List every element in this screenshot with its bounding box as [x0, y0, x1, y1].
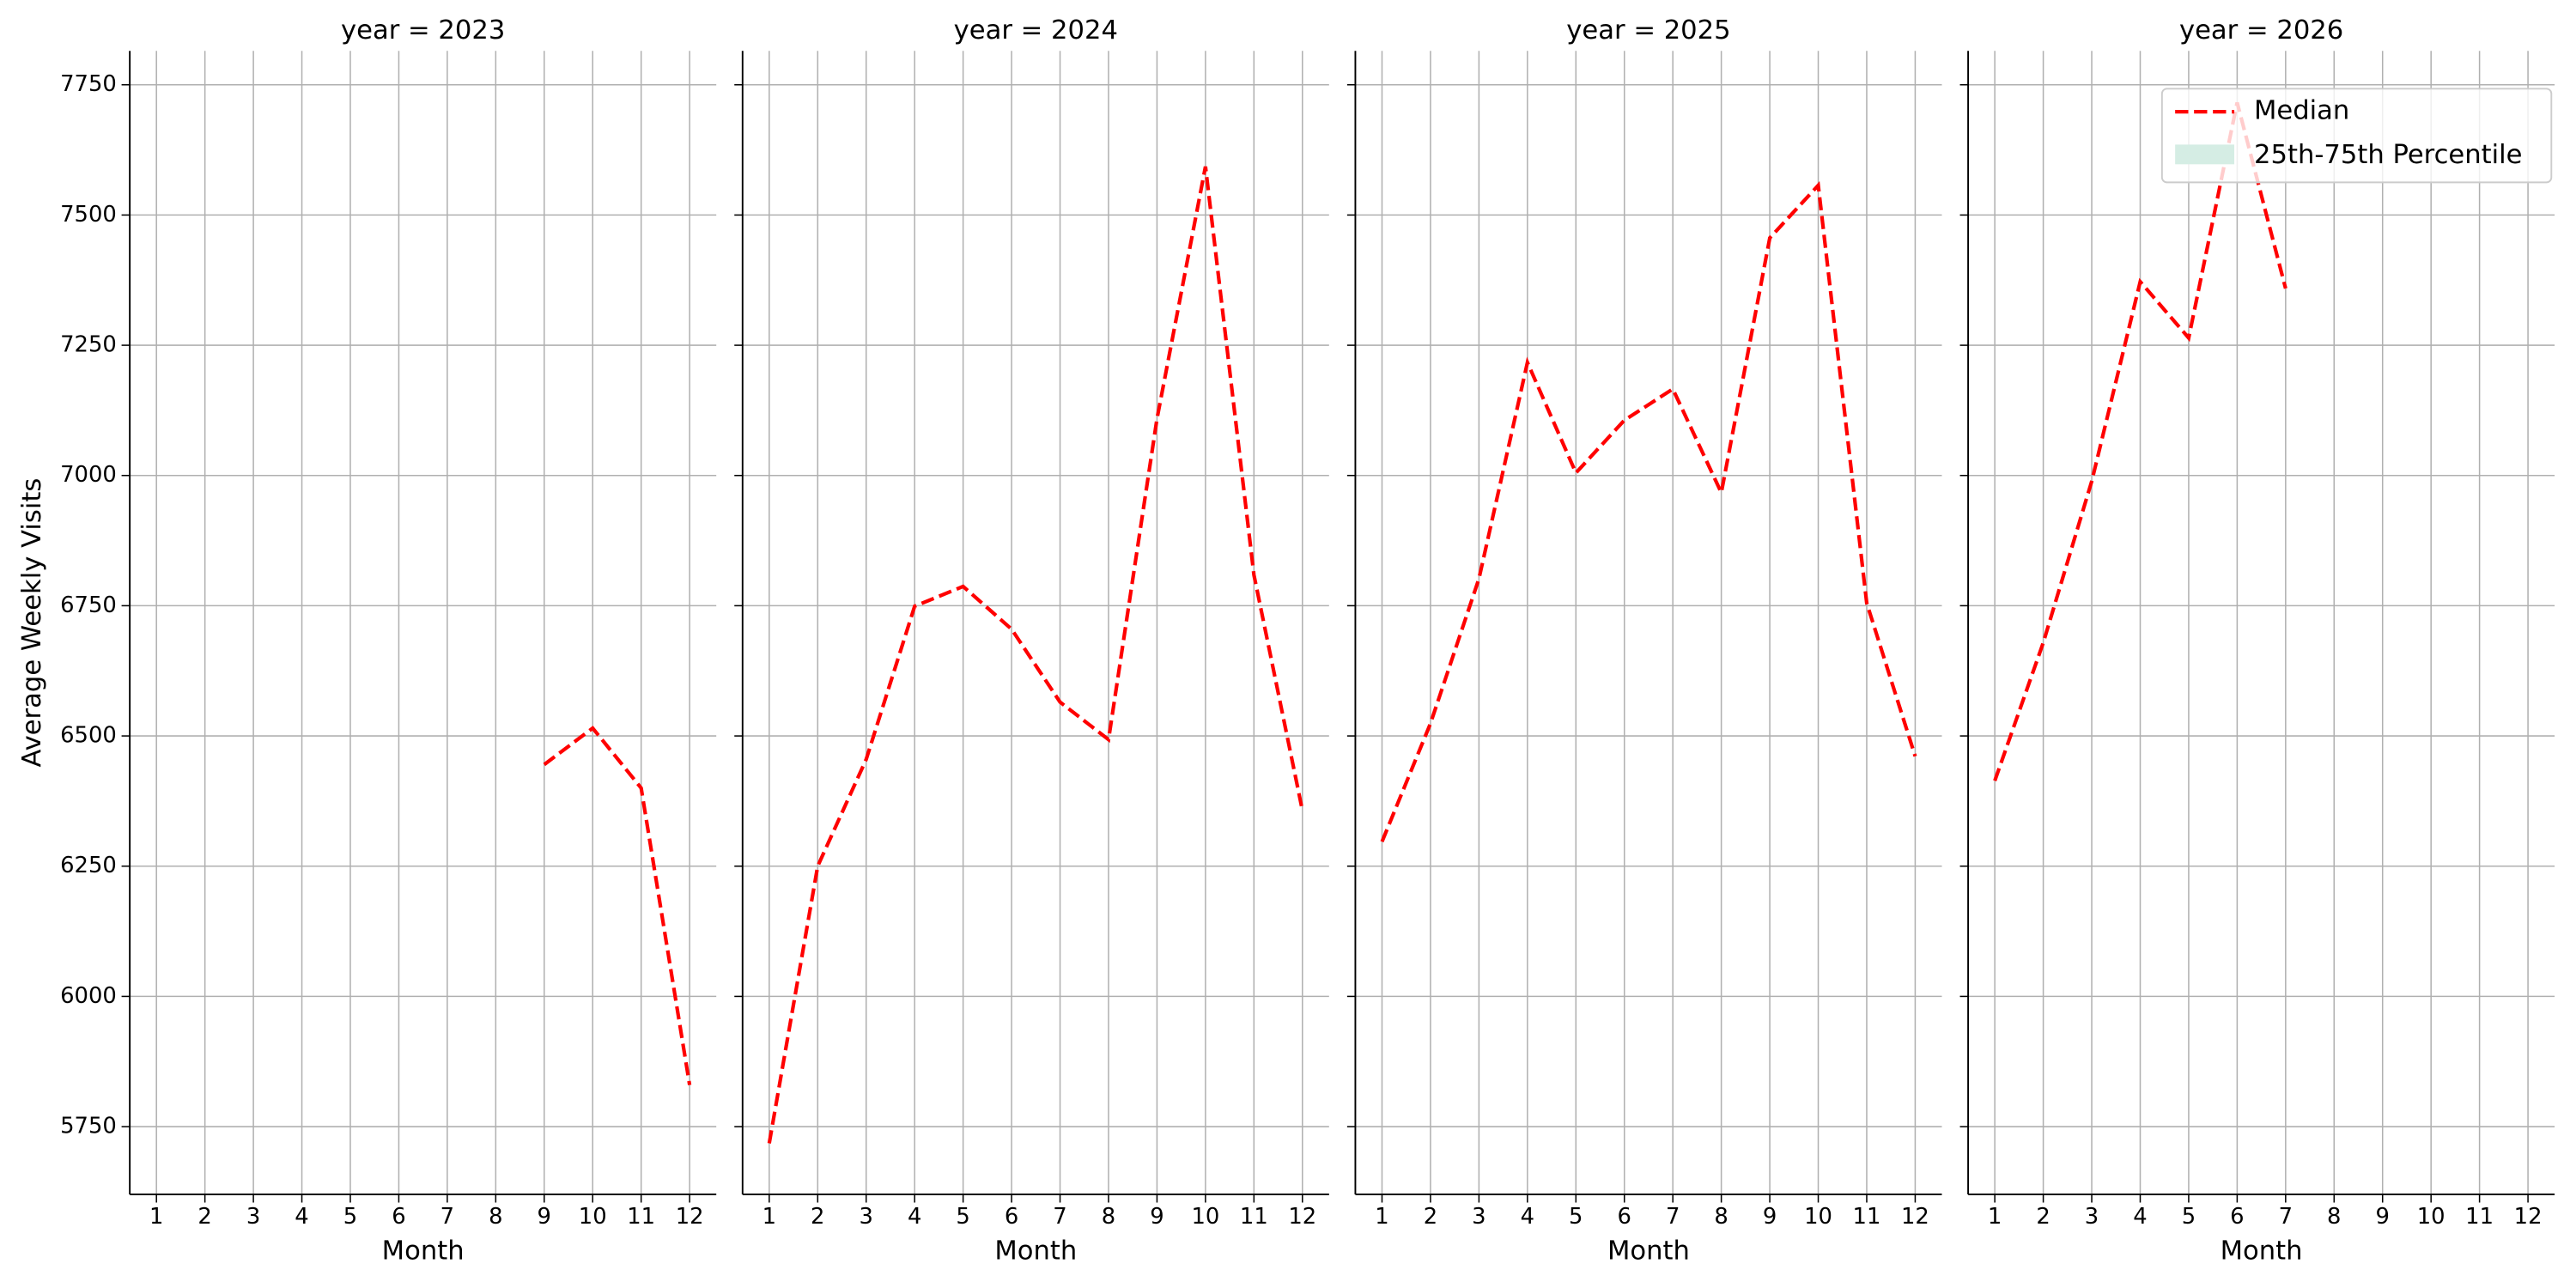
- x-tick-label: 1: [1375, 1204, 1388, 1230]
- legend-swatch: [2175, 144, 2235, 165]
- x-tick-label: 5: [2182, 1204, 2196, 1230]
- median-line: [543, 726, 692, 1085]
- x-axis-label: Month: [382, 1236, 465, 1266]
- x-tick-label: 12: [1288, 1204, 1316, 1230]
- x-tick-label: 11: [1240, 1204, 1268, 1230]
- x-tick-label: 12: [676, 1204, 704, 1230]
- x-tick-label: 1: [762, 1204, 776, 1230]
- x-tick-label: 9: [2376, 1204, 2390, 1230]
- legend-box: [2160, 88, 2553, 184]
- x-tick-label: 5: [343, 1204, 357, 1230]
- y-tick-label: 6500: [60, 723, 117, 749]
- x-tick-label: 5: [956, 1204, 969, 1230]
- x-tick-label: 12: [1901, 1204, 1929, 1230]
- panel-title: year = 2026: [2179, 15, 2343, 46]
- x-tick-label: 11: [2465, 1204, 2494, 1230]
- x-tick-label: 8: [1102, 1204, 1115, 1230]
- x-tick-label: 3: [860, 1204, 873, 1230]
- x-tick-label: 4: [295, 1204, 308, 1230]
- x-tick-label: 2: [1424, 1204, 1437, 1230]
- x-tick-label: 2: [811, 1204, 824, 1230]
- x-tick-label: 3: [1472, 1204, 1485, 1230]
- x-tick-label: 10: [1191, 1204, 1219, 1230]
- x-tick-label: 3: [2085, 1204, 2099, 1230]
- x-tick-label: 4: [1521, 1204, 1534, 1230]
- x-tick-label: 11: [627, 1204, 655, 1230]
- y-tick-label: 7500: [60, 202, 117, 228]
- y-tick-label: 7000: [60, 462, 117, 488]
- x-tick-label: 7: [1053, 1204, 1066, 1230]
- y-tick-label: 7250: [60, 332, 117, 358]
- legend-label: 25th-75th Percentile: [2254, 140, 2523, 170]
- y-tick-label: 6000: [60, 983, 117, 1009]
- y-tick-label: 6250: [60, 853, 117, 878]
- x-tick-label: 7: [2279, 1204, 2293, 1230]
- x-axis-label: Month: [1607, 1236, 1690, 1266]
- x-tick-label: 1: [1988, 1204, 2002, 1230]
- x-tick-label: 11: [1853, 1204, 1881, 1230]
- x-axis-label: Month: [994, 1236, 1077, 1266]
- x-tick-label: 10: [2417, 1204, 2445, 1230]
- panel-title: year = 2024: [954, 15, 1118, 46]
- x-tick-label: 4: [2133, 1204, 2147, 1230]
- x-tick-label: 3: [246, 1204, 260, 1230]
- x-tick-label: 7: [440, 1204, 454, 1230]
- y-tick-label: 5750: [60, 1114, 117, 1139]
- panel-title: year = 2025: [1566, 15, 1730, 46]
- x-tick-label: 2: [197, 1204, 211, 1230]
- panel-title: year = 2023: [341, 15, 505, 46]
- x-axis-label: Month: [2221, 1236, 2303, 1266]
- x-tick-label: 7: [1666, 1204, 1680, 1230]
- x-tick-label: 6: [1005, 1204, 1018, 1230]
- y-tick-label: 7750: [60, 71, 117, 97]
- x-tick-label: 2: [2036, 1204, 2050, 1230]
- median-line: [767, 166, 1304, 1144]
- y-axis-label: Average Weekly Visits: [17, 478, 47, 768]
- x-tick-label: 9: [1150, 1204, 1163, 1230]
- x-tick-label: 8: [1714, 1204, 1728, 1230]
- median-line: [1380, 181, 1917, 843]
- x-tick-label: 10: [1804, 1204, 1832, 1230]
- x-tick-label: 8: [489, 1204, 502, 1230]
- x-tick-label: 10: [579, 1204, 607, 1230]
- x-tick-label: 9: [1763, 1204, 1777, 1230]
- x-tick-label: 12: [2514, 1204, 2543, 1230]
- y-tick-label: 6750: [60, 592, 117, 618]
- x-tick-label: 8: [2327, 1204, 2341, 1230]
- x-tick-label: 6: [2230, 1204, 2244, 1230]
- x-tick-label: 6: [1618, 1204, 1631, 1230]
- x-tick-label: 6: [392, 1204, 405, 1230]
- x-tick-label: 4: [908, 1204, 921, 1230]
- x-tick-label: 1: [149, 1204, 163, 1230]
- x-tick-label: 9: [538, 1204, 551, 1230]
- x-tick-label: 5: [1569, 1204, 1583, 1230]
- legend-label: Median: [2254, 96, 2349, 126]
